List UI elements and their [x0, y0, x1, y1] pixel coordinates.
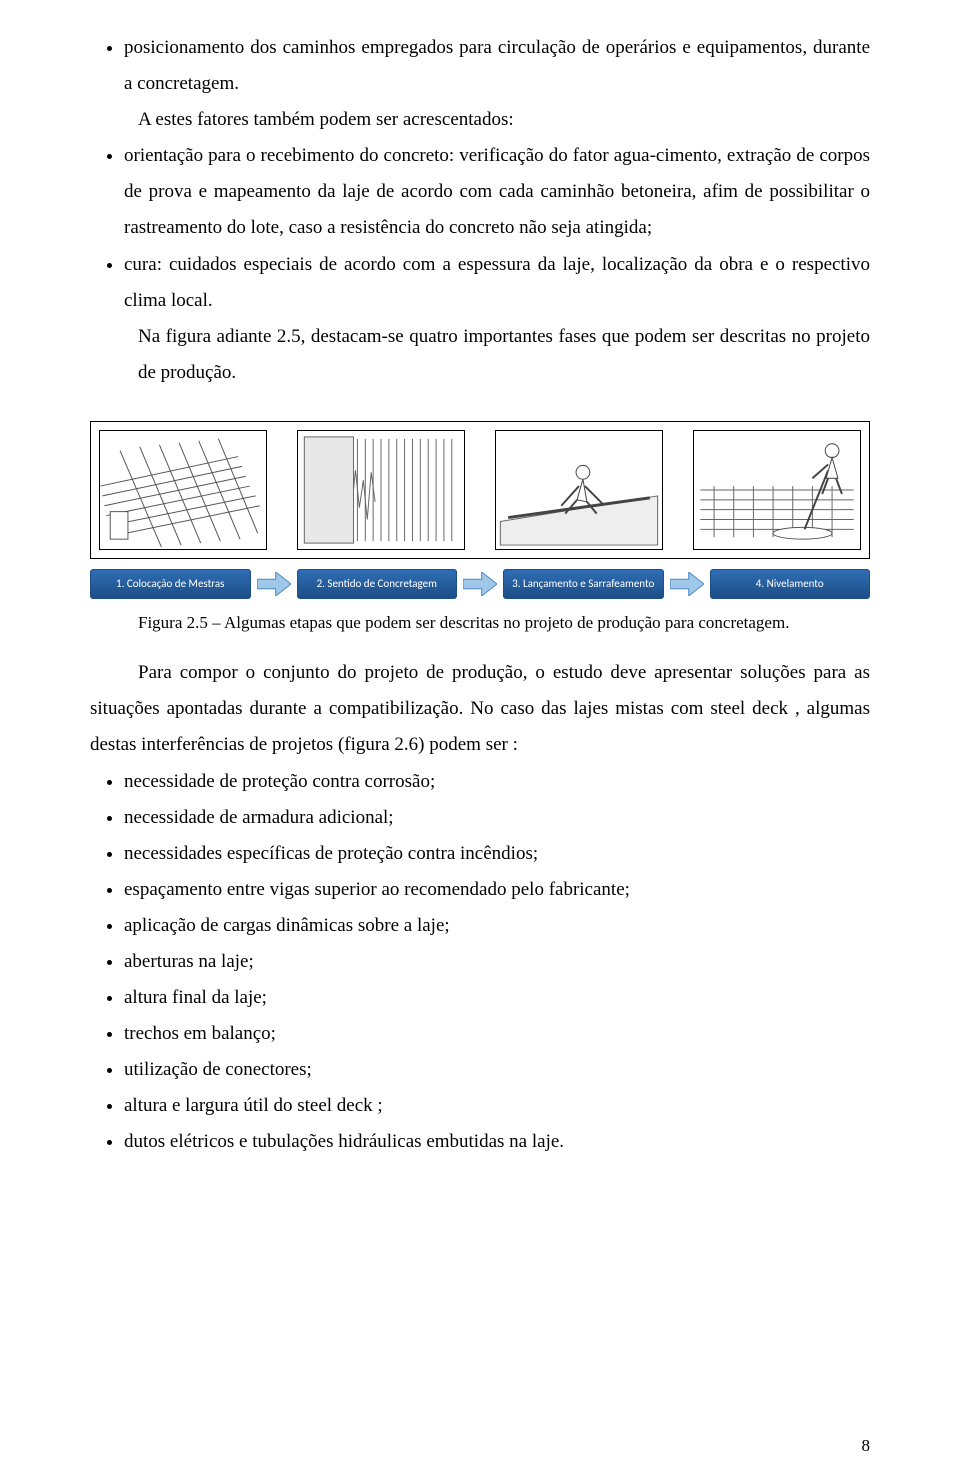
figure-steps: 1. Colocação de Mestras 2. Sentido de Co… [90, 569, 870, 599]
arrow-icon [670, 572, 704, 596]
body-text: Na figura adiante 2.5, destacam-se quatr… [90, 319, 870, 391]
step-box-4: 4. Nivelamento [710, 569, 871, 599]
list-item: posicionamento dos caminhos empregados p… [124, 30, 870, 102]
list-item: utilização de conectores; [124, 1052, 870, 1088]
page-number: 8 [862, 1436, 871, 1456]
figure-thumb-4 [693, 430, 861, 550]
list-item: espaçamento entre vigas superior ao reco… [124, 872, 870, 908]
figure-thumb-3 [495, 430, 663, 550]
arrow-icon [463, 572, 497, 596]
list-item: necessidade de proteção contra corrosão; [124, 764, 870, 800]
figure-thumb-1 [99, 430, 267, 550]
figure-caption: Figura 2.5 – Algumas etapas que podem se… [90, 607, 870, 639]
list-item: trechos em balanço; [124, 1016, 870, 1052]
step-box-2: 2. Sentido de Concretagem [297, 569, 458, 599]
page: posicionamento dos caminhos empregados p… [0, 0, 960, 1476]
bullet-list-top: posicionamento dos caminhos empregados p… [90, 30, 870, 102]
bullet-list-bottom: necessidade de proteção contra corrosão;… [90, 764, 870, 1161]
list-item: dutos elétricos e tubulações hidráulicas… [124, 1124, 870, 1160]
figure-thumb-2 [297, 430, 465, 550]
list-item: altura e largura útil do steel deck ; [124, 1088, 870, 1124]
list-item: altura final da laje; [124, 980, 870, 1016]
list-item: aplicação de cargas dinâmicas sobre a la… [124, 908, 870, 944]
figure-frame [90, 421, 870, 559]
list-item: orientação para o recebimento do concret… [124, 138, 870, 246]
body-text: Para compor o conjunto do projeto de pro… [90, 655, 870, 763]
list-item: necessidades específicas de proteção con… [124, 836, 870, 872]
body-text: A estes fatores também podem ser acresce… [90, 102, 870, 138]
list-item: cura: cuidados especiais de acordo com a… [124, 247, 870, 319]
bullet-list-top-2: orientação para o recebimento do concret… [90, 138, 870, 318]
step-box-3: 3. Lançamento e Sarrafeamento [503, 569, 664, 599]
list-item: necessidade de armadura adicional; [124, 800, 870, 836]
list-item: aberturas na laje; [124, 944, 870, 980]
arrow-icon [257, 572, 291, 596]
step-box-1: 1. Colocação de Mestras [90, 569, 251, 599]
